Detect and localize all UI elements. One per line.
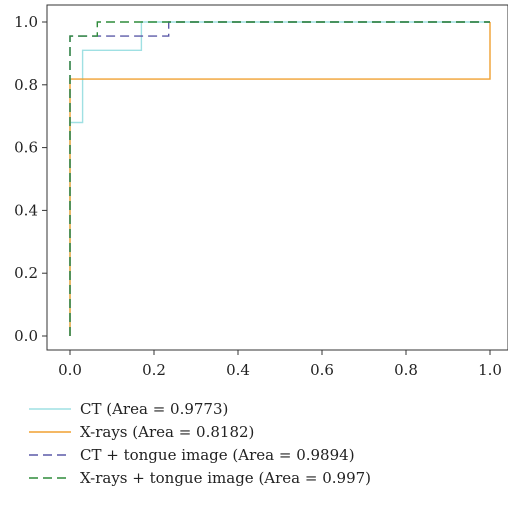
- x-tick-label: 0.8: [394, 361, 418, 379]
- legend-label: X-rays (Area = 0.8182): [80, 423, 254, 441]
- plot-frame: [46, 4, 508, 351]
- legend-label: CT (Area = 0.9773): [80, 400, 228, 418]
- y-tick-label: 0.2: [14, 264, 38, 282]
- series-line-4: [69, 21, 490, 336]
- y-tick-label: 0.4: [14, 201, 38, 219]
- y-tick-label: 0.8: [14, 76, 38, 94]
- series-lines: [69, 21, 491, 336]
- x-tick-label: 0.2: [142, 361, 166, 379]
- legend: CT (Area = 0.9773) X-rays (Area = 0.8182)…: [29, 400, 371, 487]
- x-tick-label: 0.4: [226, 361, 250, 379]
- series-line-2: [69, 22, 491, 336]
- y-tick-label: 1.0: [14, 13, 38, 31]
- series-line-1: [69, 21, 490, 336]
- legend-label: CT + tongue image (Area = 0.9894): [80, 446, 355, 464]
- x-tick-label: 1.0: [478, 361, 502, 379]
- legend-label: X-rays + tongue image (Area = 0.997): [80, 469, 371, 487]
- x-axis: 0.0 0.2 0.4 0.6 0.8 1.0: [58, 350, 502, 379]
- x-tick-label: 0.6: [310, 361, 334, 379]
- series-line-3: [69, 21, 490, 336]
- y-tick-label: 0.0: [14, 327, 38, 345]
- x-tick-label: 0.0: [58, 361, 82, 379]
- y-axis: 0.0 0.2 0.4 0.6 0.8 1.0: [14, 13, 47, 345]
- y-tick-label: 0.6: [14, 139, 38, 157]
